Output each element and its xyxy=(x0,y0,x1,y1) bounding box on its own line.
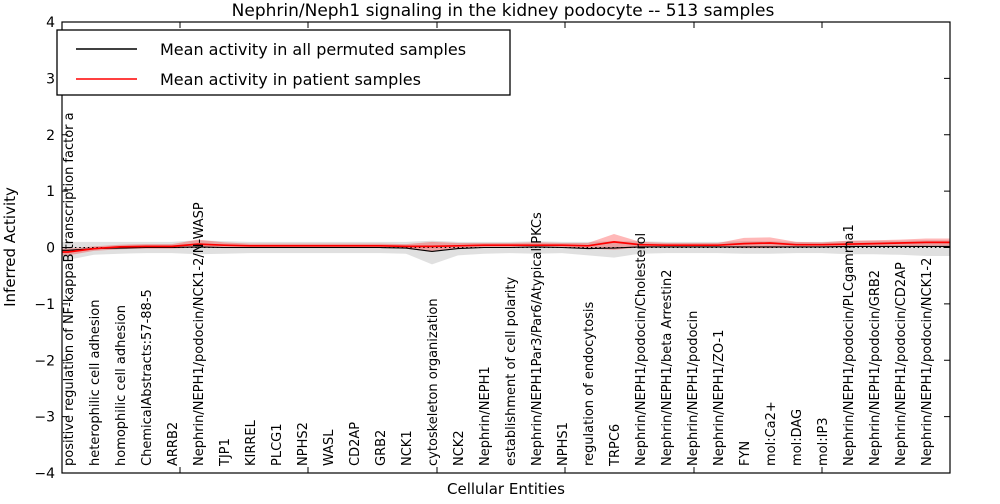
x-category-label: NPHS1 xyxy=(556,422,571,466)
x-category-label: Nephrin/NEPH1/podocin/NCK1-2 xyxy=(920,258,935,466)
x-category-label: NCK2 xyxy=(452,430,467,466)
x-category-label: positive regulation of NF-kappaB transcr… xyxy=(62,112,77,466)
x-category-label: ChemicalAbstracts:57-88-5 xyxy=(140,289,155,466)
x-category-label: FYN xyxy=(738,441,753,466)
x-category-label: ARRB2 xyxy=(166,422,181,466)
x-category-label: mol:Ca2+ xyxy=(764,401,779,466)
legend-label-permuted: Mean activity in all permuted samples xyxy=(160,40,466,59)
x-category-label: Nephrin/NEPH1 xyxy=(478,366,493,466)
y-tick-label: 0 xyxy=(46,241,55,257)
x-category-label: Nephrin/NEPH1/podocin xyxy=(686,311,701,466)
x-category-label: heterophilic cell adhesion xyxy=(88,300,103,467)
x-category-label: CD2AP xyxy=(348,422,363,466)
x-category-label: NCK1 xyxy=(400,430,415,466)
x-category-label: Nephrin/NEPH1/podocin/GRB2 xyxy=(868,270,883,466)
x-category-label: establishment of cell polarity xyxy=(504,277,519,466)
x-category-label: PLCG1 xyxy=(270,423,285,466)
x-category-labels: positive regulation of NF-kappaB transcr… xyxy=(62,112,935,467)
y-tick-labels: 4 3 2 1 0 −1 −2 −3 −4 xyxy=(34,15,55,482)
y-tick-label: −1 xyxy=(34,297,55,313)
x-category-label: mol:IP3 xyxy=(816,417,831,466)
x-category-label: Nephrin/NEPH1/beta Arrestin2 xyxy=(660,270,675,467)
x-category-label: TRPC6 xyxy=(608,424,623,467)
x-category-label: Nephrin/NEPH1/ZO-1 xyxy=(712,330,727,466)
legend: Mean activity in all permuted samples Me… xyxy=(56,29,511,96)
y-tick-label: 2 xyxy=(46,128,55,144)
x-category-label: KIRREL xyxy=(244,419,259,466)
series-line-patient xyxy=(62,241,950,253)
x-category-label: Nephrin/NEPH1Par3/Par6/Atypical PKCs xyxy=(530,212,545,466)
legend-label-patient: Mean activity in patient samples xyxy=(160,70,421,89)
series-lines xyxy=(62,241,950,253)
y-tick-label: 3 xyxy=(46,71,55,87)
x-category-label: mol:DAG xyxy=(790,409,805,466)
y-tick-label: −2 xyxy=(34,353,55,369)
x-category-label: NPHS2 xyxy=(296,422,311,466)
series-line-permuted xyxy=(62,245,950,252)
y-tick-label: −3 xyxy=(34,410,55,426)
x-category-label: GRB2 xyxy=(374,430,389,466)
legend-box xyxy=(56,29,511,96)
plot-frame xyxy=(61,21,951,474)
chart-title: Nephrin/Neph1 signaling in the kidney po… xyxy=(232,1,775,21)
y-axis-label: Inferred Activity xyxy=(1,187,19,307)
x-category-label: TJP1 xyxy=(218,438,233,467)
x-category-label: homophilic cell adhesion xyxy=(114,305,129,466)
x-category-label: cytoskeleton organization xyxy=(426,298,441,466)
legend-item-patient: Mean activity in patient samples xyxy=(76,70,421,89)
x-category-label: Nephrin/NEPH1/podocin/PLCgamma1 xyxy=(842,224,857,466)
y-tick-label: 4 xyxy=(46,15,55,31)
y-tick-label: 1 xyxy=(46,184,55,200)
legend-item-permuted: Mean activity in all permuted samples xyxy=(76,40,466,59)
y-tick-label: −4 xyxy=(34,466,55,482)
x-category-label: Nephrin/NEPH1/podocin/NCK1-2/N-WASP xyxy=(192,202,207,466)
x-category-label: Nephrin/NEPH1/podocin/Cholesterol xyxy=(634,233,649,466)
x-category-label: WASL xyxy=(322,429,337,466)
x-category-label: Nephrin/NEPH1/podocin/CD2AP xyxy=(894,262,909,466)
x-category-label: regulation of endocytosis xyxy=(582,301,597,466)
x-axis-label: Cellular Entities xyxy=(447,480,565,498)
